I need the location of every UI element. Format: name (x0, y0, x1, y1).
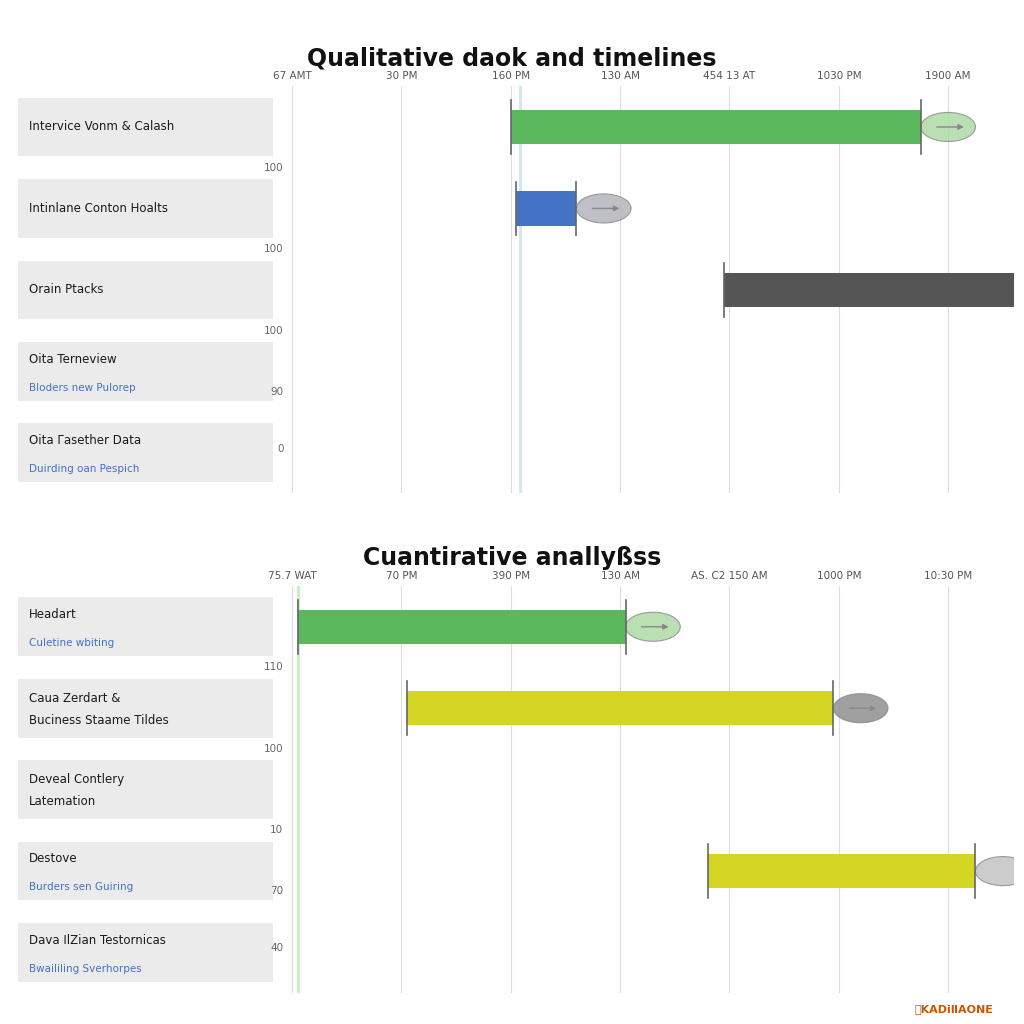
Text: Qualitative daok and timelines: Qualitative daok and timelines (307, 46, 717, 71)
Text: Latemation: Latemation (30, 796, 96, 808)
Text: Bwaililing Sverhorpes: Bwaililing Sverhorpes (30, 964, 142, 974)
Text: Oita Γasether Data: Oita Γasether Data (30, 434, 141, 447)
Bar (708, 854, 976, 888)
FancyBboxPatch shape (18, 924, 273, 982)
Text: Burders sen Guiring: Burders sen Guiring (30, 883, 133, 892)
Text: Oita Terneview: Oita Terneview (30, 352, 117, 366)
Text: Destove: Destove (30, 852, 78, 865)
Text: 40: 40 (270, 943, 284, 953)
Text: Intervice Vonm & Calash: Intervice Vonm & Calash (30, 121, 174, 133)
Text: Deveal Contlery: Deveal Contlery (30, 773, 125, 786)
Text: Dava IlZian Testornicas: Dava IlZian Testornicas (30, 934, 166, 947)
Ellipse shape (834, 693, 888, 723)
Text: Orain Ptacks: Orain Ptacks (30, 284, 103, 296)
FancyBboxPatch shape (18, 842, 273, 900)
Text: 100: 100 (264, 163, 284, 173)
Text: Headart: Headart (30, 608, 77, 621)
Text: Intinlane Conton Hoalts: Intinlane Conton Hoalts (30, 202, 168, 215)
Text: Cuantirative anallyßss: Cuantirative anallyßss (362, 546, 662, 570)
Bar (298, 609, 626, 644)
Text: ⓄKADiⅡAONE: ⓄKADiⅡAONE (914, 1004, 993, 1014)
Text: 10: 10 (270, 825, 284, 836)
Bar (407, 691, 834, 725)
Ellipse shape (626, 612, 680, 641)
FancyBboxPatch shape (18, 597, 273, 656)
Ellipse shape (921, 113, 976, 141)
Text: Caua Zerdart &: Caua Zerdart & (30, 692, 121, 705)
Ellipse shape (577, 194, 631, 223)
FancyBboxPatch shape (18, 424, 273, 482)
FancyBboxPatch shape (18, 679, 273, 737)
FancyBboxPatch shape (18, 260, 273, 319)
Bar (724, 272, 1024, 307)
Text: 0: 0 (276, 443, 284, 454)
Ellipse shape (976, 856, 1024, 886)
Bar (516, 191, 577, 225)
Text: 110: 110 (263, 663, 284, 673)
FancyBboxPatch shape (18, 97, 273, 157)
Bar (511, 110, 921, 144)
Text: 100: 100 (264, 326, 284, 336)
Text: 100: 100 (264, 244, 284, 254)
Text: Buciness Staame Tildes: Buciness Staame Tildes (30, 714, 169, 727)
Text: Bloders new Pulorep: Bloders new Pulorep (30, 383, 136, 392)
FancyBboxPatch shape (18, 761, 273, 819)
Text: Duirding oan Pespich: Duirding oan Pespich (30, 464, 139, 474)
FancyBboxPatch shape (18, 179, 273, 238)
FancyBboxPatch shape (18, 342, 273, 400)
Text: 100: 100 (264, 744, 284, 754)
Text: 70: 70 (270, 887, 284, 896)
Text: 90: 90 (270, 387, 284, 396)
Text: Culetine wbiting: Culetine wbiting (30, 638, 115, 648)
